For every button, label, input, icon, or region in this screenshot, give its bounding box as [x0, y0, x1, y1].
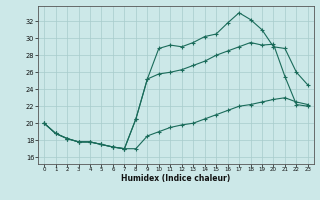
X-axis label: Humidex (Indice chaleur): Humidex (Indice chaleur) — [121, 174, 231, 183]
